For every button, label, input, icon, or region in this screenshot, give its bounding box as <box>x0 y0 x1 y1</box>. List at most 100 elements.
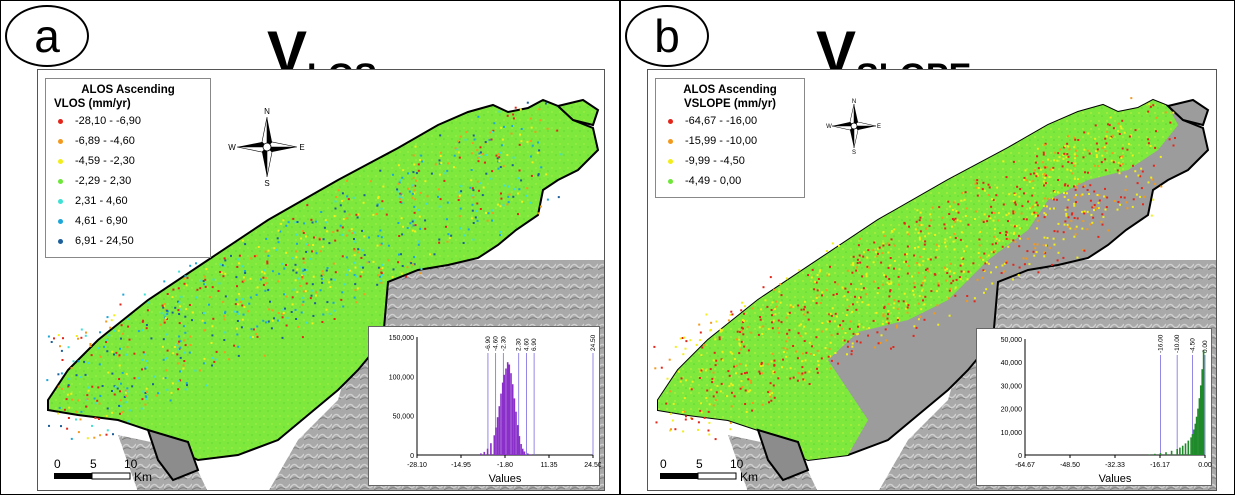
speckle <box>438 159 441 162</box>
speckle <box>377 195 380 198</box>
speckle <box>738 363 741 366</box>
speckle <box>782 351 785 353</box>
speckle <box>385 213 388 216</box>
speckle <box>875 311 878 314</box>
speckle <box>519 108 522 111</box>
speckle <box>124 401 127 404</box>
speckle <box>224 331 227 334</box>
speckle <box>125 391 127 394</box>
speckle <box>1065 214 1068 217</box>
speckle <box>116 387 119 390</box>
speckle <box>1073 204 1076 207</box>
speckle <box>743 305 746 308</box>
speckle <box>861 301 864 304</box>
speckle <box>1100 161 1103 164</box>
speckle <box>463 234 466 237</box>
speckle <box>179 356 182 359</box>
speckle <box>249 336 252 339</box>
speckle <box>776 327 779 330</box>
speckle <box>498 156 501 159</box>
speckle <box>419 227 422 230</box>
speckle <box>747 390 750 393</box>
legend-a-swatch <box>58 138 63 144</box>
speckle <box>764 299 767 302</box>
speckle <box>947 200 950 203</box>
speckle <box>402 225 405 228</box>
speckle <box>332 301 335 304</box>
speckle <box>94 402 97 405</box>
speckle <box>917 246 920 249</box>
speckle <box>366 261 369 264</box>
speckle <box>86 398 89 400</box>
speckle <box>178 347 181 350</box>
speckle <box>183 277 186 280</box>
hist-b-break-label: -16.00 <box>1157 334 1164 353</box>
speckle <box>1052 237 1055 240</box>
speckle <box>1066 206 1069 209</box>
speckle <box>890 347 892 350</box>
speckle <box>335 196 338 198</box>
speckle <box>934 233 937 236</box>
speckle <box>1073 164 1076 167</box>
speckle <box>729 421 732 424</box>
speckle <box>1074 157 1076 160</box>
speckle <box>163 319 165 322</box>
speckle <box>844 287 847 290</box>
speckle <box>1032 250 1035 253</box>
speckle <box>1070 219 1073 222</box>
speckle <box>1084 184 1086 187</box>
speckle <box>1077 178 1079 181</box>
legend-b-label: -9,99 - -4,50 <box>685 155 745 167</box>
speckle <box>787 336 790 339</box>
speckle <box>450 234 453 237</box>
speckle <box>413 263 416 266</box>
speckle <box>985 288 988 291</box>
speckle <box>502 204 505 207</box>
speckle <box>759 318 762 321</box>
speckle <box>1129 134 1132 137</box>
speckle <box>310 289 313 292</box>
speckle <box>202 280 205 282</box>
speckle <box>400 272 403 275</box>
speckle <box>1118 172 1121 175</box>
speckle <box>220 271 223 274</box>
speckle <box>862 251 865 254</box>
speckle <box>506 203 509 206</box>
hist-a-break-label: -4.60 <box>493 336 500 351</box>
speckle <box>1097 165 1100 168</box>
speckle <box>120 324 123 327</box>
speckle <box>740 329 743 332</box>
speckle <box>267 320 270 323</box>
speckle <box>682 430 685 433</box>
speckle <box>311 221 314 224</box>
speckle <box>949 236 952 239</box>
speckle <box>1013 231 1016 234</box>
speckle <box>380 272 383 275</box>
speckle <box>733 395 736 398</box>
speckle <box>759 316 762 318</box>
peninsula <box>555 98 600 127</box>
speckle <box>857 244 860 247</box>
speckle <box>224 310 227 313</box>
speckle <box>1134 170 1137 173</box>
speckle <box>334 309 337 312</box>
speckle <box>782 347 785 350</box>
hist-a-bar <box>513 398 516 455</box>
speckle <box>152 375 155 378</box>
speckle <box>492 129 495 132</box>
speckle <box>413 211 416 214</box>
speckle <box>683 397 686 400</box>
speckle <box>512 117 515 120</box>
speckle <box>873 241 876 244</box>
speckle <box>744 364 747 367</box>
speckle <box>730 310 733 313</box>
speckle <box>458 191 461 194</box>
speckle <box>714 438 717 441</box>
speckle <box>1033 254 1036 257</box>
speckle <box>86 437 89 440</box>
speckle <box>377 266 380 269</box>
speckle <box>844 332 847 334</box>
speckle <box>1082 185 1085 188</box>
speckle <box>992 251 995 254</box>
speckle <box>859 296 862 299</box>
